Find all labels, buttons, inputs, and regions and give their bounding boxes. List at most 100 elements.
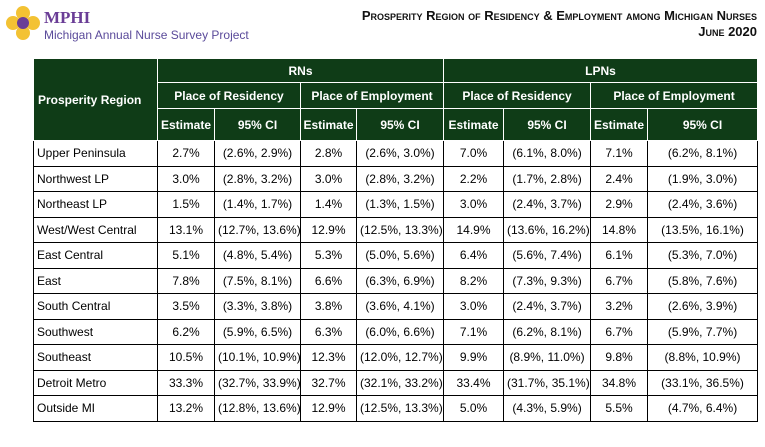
table-row: South Central 3.5% (3.3%, 3.8%) 3.8% (3.6%, … xyxy=(33,293,759,320)
table-cell: (4.8%, 5.4%) xyxy=(214,242,301,269)
table-cell: (5.0%, 5.6%) xyxy=(355,242,445,269)
table-cell: 3.5% xyxy=(157,293,215,320)
table-cell: 13.2% xyxy=(157,395,215,422)
table-cell: (5.6%, 7.4%) xyxy=(503,242,592,269)
table-cell: 2.7% xyxy=(157,140,215,167)
region-name: Detroit Metro xyxy=(33,369,158,396)
table-cell: 5.5% xyxy=(590,395,649,422)
subgroup-header: Place of Employment xyxy=(299,82,445,109)
table-cell: 9.8% xyxy=(590,344,649,371)
table-cell: 2.9% xyxy=(590,191,649,218)
table-cell: (6.0%, 6.6%) xyxy=(355,318,445,345)
page-title: Prosperity Region of Residency & Employm… xyxy=(362,8,757,40)
table-cell: (2.8%, 3.2%) xyxy=(214,165,301,192)
table-row: Southeast 10.5% (10.1%, 10.9%) 12.3% (12.0%,… xyxy=(33,344,759,371)
table-cell: (3.3%, 3.8%) xyxy=(214,293,301,320)
column-header: Estimate xyxy=(300,108,357,141)
region-name: East xyxy=(33,267,158,294)
header-row: Estimate 95% CI Estimate 95% CI Estimate 95% … xyxy=(34,108,759,141)
header-row: Place of Residency Place of Employment Pla… xyxy=(34,82,759,109)
table-cell: 12.3% xyxy=(300,344,357,371)
table-cell: (4.3%, 5.9%) xyxy=(503,395,592,422)
region-name: South Central xyxy=(33,293,158,320)
column-header: 95% CI xyxy=(355,108,445,141)
table-cell: 5.3% xyxy=(300,242,357,269)
logo-icon xyxy=(6,6,40,40)
column-header: 95% CI xyxy=(647,108,759,141)
table-cell: 1.4% xyxy=(300,191,357,218)
table-cell: (8.9%, 11.0%) xyxy=(503,344,592,371)
table-cell: 7.1% xyxy=(443,318,505,345)
table-cell: 9.9% xyxy=(443,344,505,371)
table-cell: (31.7%, 35.1%) xyxy=(503,369,592,396)
region-name: Upper Peninsula xyxy=(33,140,158,167)
subgroup-header: Place of Residency xyxy=(443,82,592,109)
table-cell: 6.7% xyxy=(590,267,649,294)
title: Prosperity Region of Residency & Employm… xyxy=(361,8,757,23)
table-cell: (6.2%, 8.1%) xyxy=(503,318,592,345)
group-header: LPNs xyxy=(443,58,759,83)
table-cell: 3.8% xyxy=(300,293,357,320)
table-cell: 6.2% xyxy=(157,318,215,345)
column-header: 95% CI xyxy=(214,108,301,141)
table-cell: 7.1% xyxy=(590,140,649,167)
region-name: Northwest LP xyxy=(33,165,158,192)
table-cell: 33.3% xyxy=(157,369,215,396)
table-cell: (8.8%, 10.9%) xyxy=(647,344,759,371)
table-cell: (2.4%, 3.7%) xyxy=(503,293,592,320)
table-cell: (2.6%, 3.0%) xyxy=(355,140,445,167)
table-cell: (1.3%, 1.5%) xyxy=(355,191,445,218)
table-cell: 34.8% xyxy=(590,369,649,396)
table-cell: 6.7% xyxy=(590,318,649,345)
subgroup-header: Place of Residency xyxy=(157,82,301,109)
table-cell: (4.7%, 6.4%) xyxy=(647,395,759,422)
table-cell: (5.8%, 7.6%) xyxy=(647,267,759,294)
table-cell: (2.4%, 3.7%) xyxy=(503,191,592,218)
table-cell: (10.1%, 10.9%) xyxy=(214,344,301,371)
table-cell: (32.1%, 33.2%) xyxy=(355,369,445,396)
table-cell: (2.6%, 2.9%) xyxy=(214,140,301,167)
table-cell: 8.2% xyxy=(443,267,505,294)
project-name: Michigan Annual Nurse Survey Project xyxy=(44,28,249,42)
table-cell: (3.6%, 4.1%) xyxy=(355,293,445,320)
table-cell: 3.0% xyxy=(443,293,505,320)
region-name: East Central xyxy=(33,242,158,269)
table-cell: 6.4% xyxy=(443,242,505,269)
table-cell: (32.7%, 33.9%) xyxy=(214,369,301,396)
header-row: Prosperity Region RNs LPNs xyxy=(33,58,759,141)
table-cell: 2.4% xyxy=(590,165,649,192)
table-cell: (12.5%, 13.3%) xyxy=(355,395,445,422)
table-cell: 13.1% xyxy=(157,216,215,243)
table-cell: (5.9%, 6.5%) xyxy=(214,318,301,345)
table-row: Southwest 6.2% (5.9%, 6.5%) 6.3% (6.0%, 6.6%… xyxy=(33,318,759,345)
table-cell: 14.8% xyxy=(590,216,649,243)
column-header: Estimate xyxy=(443,108,505,141)
table-cell: (5.9%, 7.7%) xyxy=(647,318,759,345)
table-cell: (2.4%, 3.6%) xyxy=(647,191,759,218)
table-cell: (12.0%, 12.7%) xyxy=(355,344,445,371)
subgroup-header: Place of Employment xyxy=(590,82,759,109)
table-cell: (1.4%, 1.7%) xyxy=(214,191,301,218)
table-cell: 14.9% xyxy=(443,216,505,243)
table-cell: (13.5%, 16.1%) xyxy=(647,216,759,243)
table-row: Upper Peninsula 2.7% (2.6%, 2.9%) 2.8% (2.6%… xyxy=(33,140,759,167)
table-cell: (6.2%, 8.1%) xyxy=(647,140,759,167)
column-header: Prosperity Region xyxy=(33,58,158,141)
region-name: Southeast xyxy=(33,344,158,371)
table-cell: (12.5%, 13.3%) xyxy=(355,216,445,243)
table-cell: (6.1%, 8.0%) xyxy=(503,140,592,167)
table-cell: 10.5% xyxy=(157,344,215,371)
table-cell: 7.0% xyxy=(443,140,505,167)
table-cell: (7.5%, 8.1%) xyxy=(214,267,301,294)
table-row: Northwest LP 3.0% (2.8%, 3.2%) 3.0% (2.8%, 3… xyxy=(33,165,759,192)
table-cell: (6.3%, 6.9%) xyxy=(355,267,445,294)
table-cell: 12.9% xyxy=(300,395,357,422)
table-row: Outside MI 13.2% (12.8%, 13.6%) 12.9% (12.5%… xyxy=(33,395,759,422)
table-cell: 5.0% xyxy=(443,395,505,422)
table-cell: (13.6%, 16.2%) xyxy=(503,216,592,243)
date: June 2020 xyxy=(698,24,757,39)
table-cell: (33.1%, 36.5%) xyxy=(647,369,759,396)
table-row: West/West Central 13.1% (12.7%, 13.6%) 12.9… xyxy=(33,216,759,243)
table-cell: (12.8%, 13.6%) xyxy=(214,395,301,422)
